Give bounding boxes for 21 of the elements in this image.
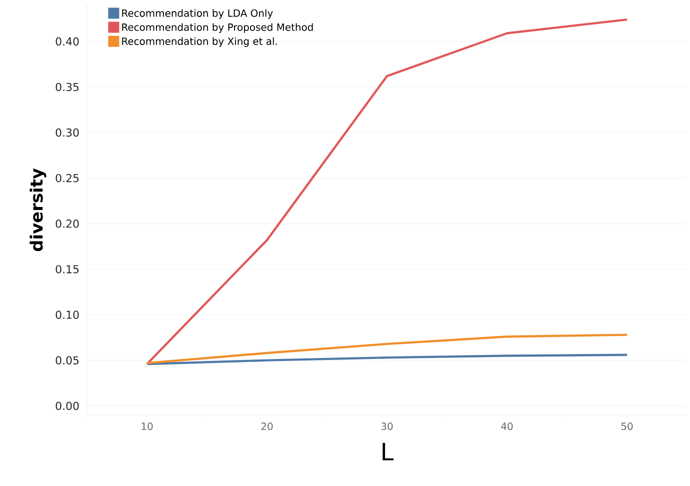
line-series [146,354,628,366]
y-tick-label: 0.30 [56,128,79,137]
y-tick-label: 0.25 [56,174,79,182]
x-tick-label: 40 [501,422,513,430]
x-tick-label: 10 [142,422,153,430]
y-tick-label: 0.00 [56,402,79,410]
y-tick-label: 0.10 [56,310,79,319]
y-tick-label: 0.15 [56,265,79,274]
legend-label: Recommendation by Proposed Method [122,23,313,33]
y-tick-label: 0.05 [56,356,79,364]
y-tick-label: 0.40 [56,37,79,46]
y-tick-label: 0.20 [56,220,79,228]
legend-label: Recommendation by Xing et al. [122,37,277,47]
line-series [146,334,628,364]
legend-label: Recommendation by LDA Only [122,9,273,19]
y-tick-label: 0.35 [56,82,79,92]
x-axis-title: L [382,442,394,460]
y-axis-title: diversity [30,168,46,252]
x-tick-label: 50 [621,422,633,430]
x-tick-label: 20 [261,422,273,430]
x-tick-label: 30 [381,422,393,430]
